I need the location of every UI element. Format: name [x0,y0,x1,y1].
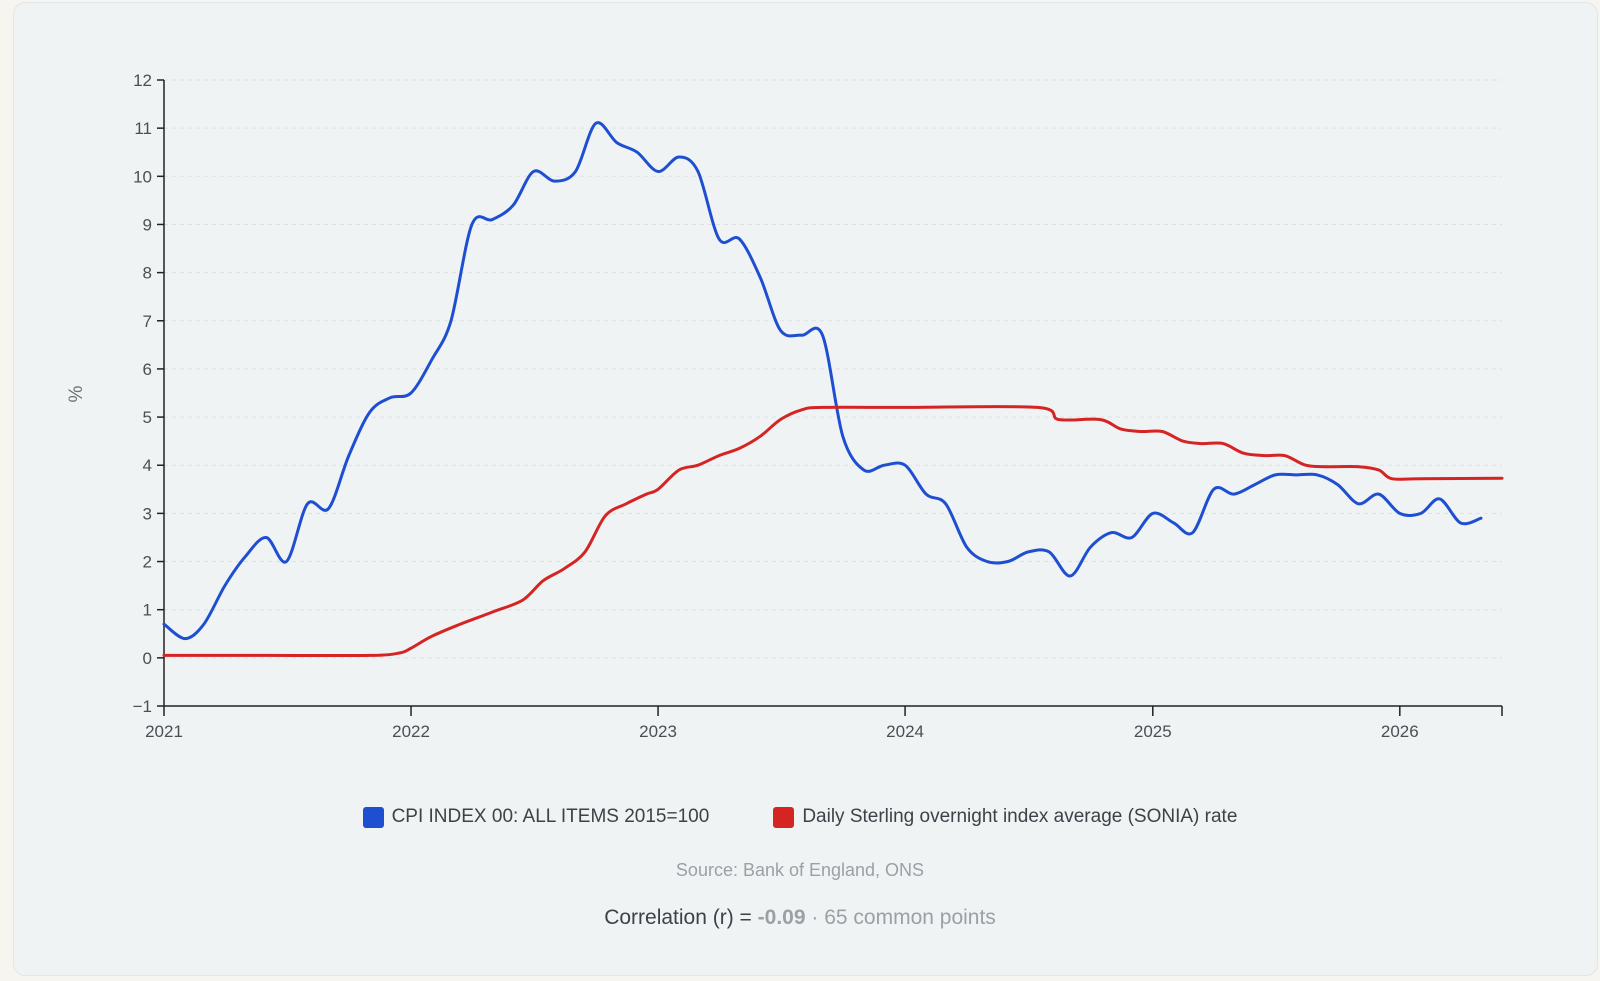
x-tick-label: 2026 [1381,722,1419,741]
series-lines [162,121,1504,658]
y-tick-label: 1 [143,601,152,620]
chart-card [13,2,1598,976]
grid-lines [164,79,1502,659]
series-line-sonia [162,405,1504,658]
y-tick-label: 9 [143,215,152,234]
x-tick-label: 2024 [886,722,924,741]
y-tick-label: 11 [134,119,152,138]
legend: CPI INDEX 00: ALL ITEMS 2015=100 Daily S… [0,806,1600,828]
y-tick-label: 2 [143,553,152,572]
source-note: Source: Bank of England, ONS [675,860,925,880]
legend-label-cpi: CPI INDEX 00: ALL ITEMS 2015=100 [391,806,710,827]
axes [163,80,1503,716]
x-tick-label: 2023 [639,722,677,741]
y-tick-label: 4 [143,456,152,475]
legend-item-sonia[interactable]: Daily Sterling overnight index average (… [773,806,1237,828]
y-tick-label: 8 [143,264,152,283]
correlation-prefix: Correlation (r) = [604,906,752,929]
legend-label-sonia: Daily Sterling overnight index average (… [802,806,1238,827]
y-tick-label: 5 [143,408,152,427]
correlation-value: -0.09 [757,906,806,929]
correlation-summary: Correlation (r) = -0.09 · 65 common poin… [0,906,1600,930]
y-tick-label: 7 [143,312,152,331]
y-tick-label: 0 [143,649,152,668]
series-line-cpi [162,121,1483,641]
legend-swatch-cpi [362,806,384,828]
y-tick-label: 3 [143,504,152,523]
y-tick-label: −1 [133,697,152,716]
y-tick-label: 12 [133,71,152,90]
correlation-suffix: · 65 common points [811,906,996,929]
x-axis-ticks: 2021 2022 2023 2024 2025 2026 [145,706,1419,741]
x-tick-label: 2025 [1134,722,1172,741]
y-axis-label: % [66,385,87,402]
x-tick-label: 2021 [145,722,183,741]
legend-swatch-sonia [773,806,795,828]
y-tick-label: 6 [143,360,152,379]
x-tick-label: 2022 [392,722,430,741]
legend-item-cpi[interactable]: CPI INDEX 00: ALL ITEMS 2015=100 [362,806,710,828]
y-tick-label: 10 [133,167,152,186]
